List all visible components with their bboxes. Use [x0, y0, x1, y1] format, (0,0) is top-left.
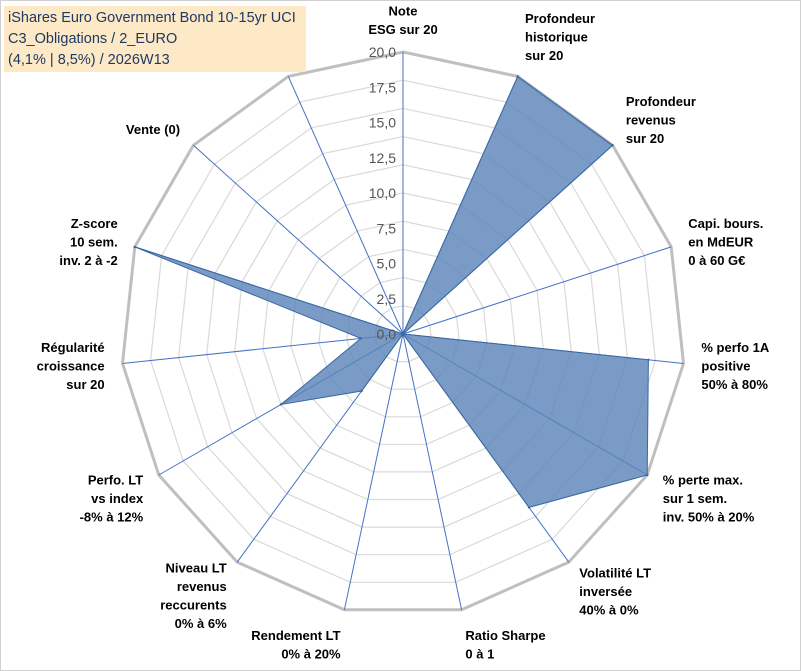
axis-label: Perfo. LT vs index -8% à 12% — [80, 473, 144, 525]
series-point — [360, 389, 363, 393]
radar-spoke — [402, 333, 463, 610]
grid-ring — [177, 107, 629, 556]
title-line-3: (4,1% | 8,5%) / 2026W13 — [8, 52, 170, 68]
series-point — [647, 358, 650, 361]
tick-label: 0,0 — [377, 326, 397, 342]
title-box: iShares Euro Government Bond 10-15yr UCI… — [4, 6, 306, 72]
radar-spoke — [122, 333, 404, 364]
radar-spoke — [287, 76, 404, 335]
axis-label: Vente (0) — [126, 122, 180, 137]
tick-label: 2,5 — [377, 291, 397, 307]
axis-label: Niveau LT revenus reccurents 0% à 6% — [160, 561, 227, 632]
grid-ring — [262, 192, 544, 473]
axis-label: % perfo 1A positive 50% à 80% — [701, 340, 770, 392]
series-point — [133, 245, 136, 249]
tick-label: 5,0 — [377, 256, 397, 272]
axis-label: % perte max. sur 1 sem. inv. 50% à 20% — [663, 473, 755, 525]
tick-label: 12,5 — [369, 150, 396, 166]
series-point — [527, 506, 531, 509]
axis-label: Capi. bours. en MdEUR 0 à 60 G€ — [688, 216, 763, 268]
radar-spoke — [402, 246, 672, 335]
series-point — [401, 332, 405, 336]
grid-ring — [120, 50, 686, 612]
tick-label: 20,0 — [369, 44, 396, 60]
axis-label: Profondeur historique sur 20 — [525, 11, 595, 63]
series-point — [611, 144, 614, 147]
axis-label: Régularité croissance sur 20 — [37, 340, 105, 392]
grid-ring — [374, 305, 432, 363]
tick-label: 7,5 — [377, 220, 397, 236]
series-point — [516, 75, 519, 78]
title-line-2: C3_Obligations / 2_EURO — [8, 31, 178, 47]
series-point — [646, 473, 649, 477]
grid-ring — [318, 248, 488, 418]
axis-label: Ratio Sharpe 0 à 1 — [465, 628, 545, 662]
grid-ring — [346, 276, 460, 390]
series-point — [359, 337, 363, 340]
grid-ring — [206, 135, 600, 528]
tick-label: 17,5 — [369, 79, 396, 95]
radar-spoke — [343, 333, 404, 610]
title-line-1: iShares Euro Government Bond 10-15yr UCI — [8, 10, 296, 26]
series-point — [279, 403, 283, 406]
axis-label: Volatilité LT inversée 40% à 0% — [579, 565, 651, 617]
axis-label: Z-score 10 sem. inv. 2 à -2 — [59, 216, 117, 268]
tick-label: 10,0 — [369, 185, 396, 201]
axis-label: Profondeur revenus sur 20 — [626, 94, 696, 146]
grid-ring — [149, 79, 657, 583]
radar-series — [133, 75, 650, 509]
axis-label: Note ESG sur 20 — [368, 4, 437, 38]
axis-label: Rendement LT 0% à 20% — [251, 628, 341, 662]
radar-grid — [120, 50, 686, 612]
radar-tick-labels: 0,0 2,5 5,0 7,5 10,0 12,5 15,0 17,5 20,0 — [369, 44, 396, 342]
radar-spoke — [193, 144, 404, 335]
grid-ring — [290, 220, 516, 445]
grid-ring — [234, 164, 572, 501]
tick-label: 15,0 — [369, 115, 396, 131]
